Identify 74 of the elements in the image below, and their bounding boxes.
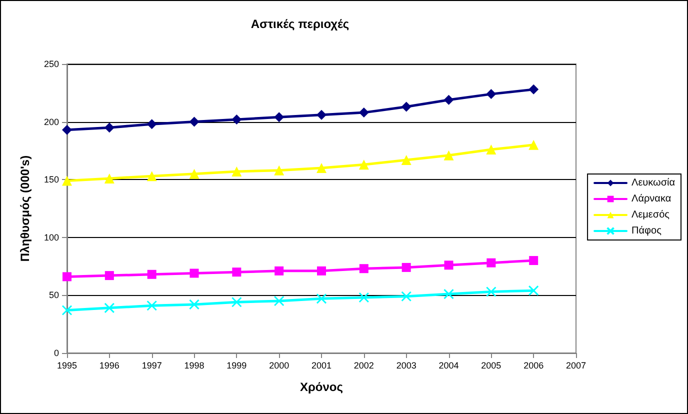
point [274, 266, 284, 276]
point [528, 140, 539, 150]
point [402, 262, 411, 272]
point [486, 89, 496, 100]
point [486, 144, 496, 155]
point [232, 166, 242, 177]
point [274, 165, 284, 176]
point [190, 268, 199, 278]
point [62, 124, 72, 135]
point [317, 266, 326, 276]
y-tick-label: 100 [44, 232, 59, 242]
point [274, 296, 284, 306]
x-tick-label: 2004 [438, 360, 459, 370]
point [401, 291, 412, 302]
point [146, 119, 157, 130]
x-tick-label: 1999 [226, 360, 247, 370]
point [316, 110, 326, 120]
point [104, 173, 114, 184]
point [231, 296, 242, 308]
point [232, 114, 242, 124]
point [232, 268, 242, 277]
point [146, 171, 157, 182]
point [528, 285, 539, 296]
x-tick-label: 2005 [481, 360, 502, 370]
point [486, 258, 496, 268]
legend-label: Λάρνακα [632, 194, 672, 204]
point [528, 84, 539, 94]
point [316, 293, 327, 304]
point [62, 176, 72, 186]
legend-label: Πάφος [632, 226, 662, 236]
x-tick-label: 2007 [566, 360, 586, 370]
point [147, 270, 156, 279]
point [359, 264, 368, 274]
point [189, 168, 200, 179]
point [104, 302, 115, 314]
point [358, 108, 369, 118]
point [401, 154, 412, 165]
x-tick-label: 2006 [524, 360, 544, 370]
point [358, 160, 369, 170]
point [104, 271, 114, 280]
legend-label: Λεμεσός [632, 210, 670, 220]
x-tick-label: 2002 [354, 360, 374, 370]
y-axis-title: Πληθυσμός (000's) [18, 155, 32, 262]
point [274, 112, 284, 122]
y-tick-label: 0 [54, 348, 59, 358]
x-tick-label: 1997 [142, 360, 162, 370]
point [316, 163, 326, 174]
point [358, 292, 370, 303]
chart-title: Αστικές περιοχές [250, 17, 350, 31]
point [62, 304, 72, 316]
x-tick-label: 2000 [269, 360, 290, 370]
x-tick-label: 1995 [56, 360, 78, 370]
point [62, 272, 72, 282]
x-tick-label: 1996 [99, 360, 120, 370]
point [146, 300, 158, 311]
point [444, 260, 454, 270]
legend-label: Λευκωσία [632, 178, 676, 188]
point [444, 150, 454, 160]
x-axis-title: Χρόνος [300, 380, 344, 394]
y-tick-label: 200 [44, 116, 59, 127]
x-tick-label: 2001 [311, 360, 332, 370]
point [189, 116, 200, 127]
point [401, 102, 412, 112]
point [104, 122, 114, 133]
y-tick-label: 150 [44, 174, 59, 185]
x-tick-label: 2003 [396, 360, 416, 370]
y-tick-label: 250 [44, 59, 59, 69]
y-tick-label: 50 [48, 290, 59, 300]
point [444, 94, 454, 105]
point [444, 288, 454, 300]
x-tick-label: 1998 [184, 360, 204, 370]
point [189, 299, 200, 310]
point [529, 256, 538, 266]
point [486, 286, 496, 297]
